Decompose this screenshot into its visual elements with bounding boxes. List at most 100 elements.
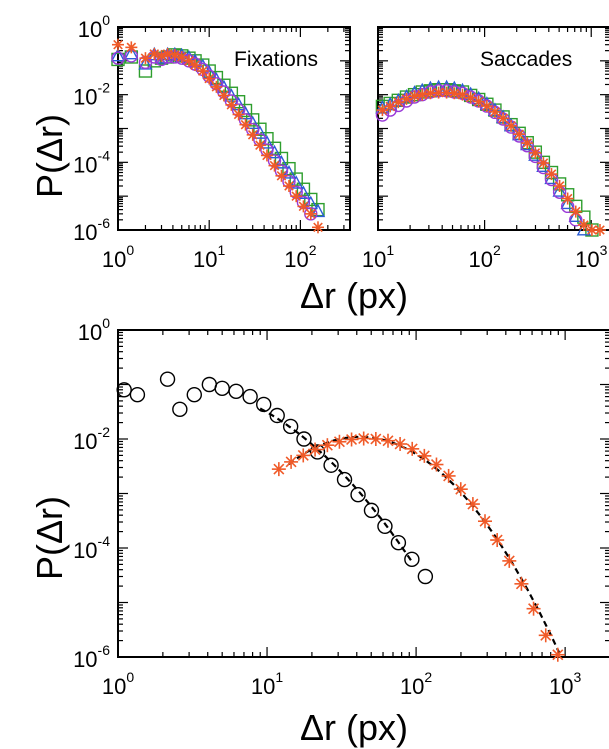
star-stroke [298, 201, 309, 212]
star-marker [514, 576, 529, 591]
star-stroke [538, 158, 549, 168]
star-marker [356, 431, 371, 446]
star-stroke [269, 160, 280, 171]
star-stroke [552, 649, 564, 661]
star-marker [538, 628, 553, 643]
star-stroke [156, 51, 167, 61]
circle-marker [309, 444, 326, 460]
star-stroke [382, 435, 394, 447]
y-tick-label: 100 [78, 12, 110, 42]
circle-marker [111, 51, 125, 65]
triangle-marker [552, 183, 567, 197]
star-marker [553, 179, 566, 192]
combined-panel: 100 101 102 103 100 10-2 10-4 10-6 [73, 315, 609, 699]
star-stroke [490, 107, 500, 117]
star-stroke [455, 483, 467, 495]
x-tick-label: 103 [575, 242, 607, 272]
star-marker [368, 432, 383, 446]
circle-marker [363, 502, 380, 519]
circle-marker [116, 382, 132, 398]
star-marker [290, 190, 303, 203]
square-marker [282, 161, 296, 176]
star-stroke [285, 456, 297, 468]
star-stroke [346, 433, 358, 445]
star-stroke [204, 73, 215, 84]
triangle-marker [528, 147, 543, 161]
star-stroke [197, 66, 208, 76]
star-stroke [126, 42, 137, 53]
star-stroke [297, 449, 309, 461]
star-stroke [233, 109, 244, 120]
star-marker [282, 179, 295, 192]
star-marker [393, 436, 408, 451]
star-series [376, 86, 606, 236]
circle-marker [377, 518, 393, 535]
circle-marker [256, 396, 272, 413]
star-marker [490, 533, 505, 548]
saccades-data-points [375, 79, 606, 237]
fit-line [259, 407, 414, 564]
star-stroke [385, 101, 395, 112]
circle-marker [323, 457, 339, 473]
star-marker [408, 90, 421, 103]
open-circle-series [116, 371, 434, 585]
star-stroke [170, 50, 180, 60]
star-stroke [305, 209, 316, 219]
star-marker [232, 108, 245, 121]
star-stroke [425, 88, 436, 99]
star-stroke [433, 87, 444, 98]
x-tick-label: 101 [251, 669, 283, 699]
star-marker [585, 224, 598, 236]
star-stroke [309, 444, 321, 456]
star-marker [497, 112, 510, 125]
star-marker [453, 482, 468, 497]
star-marker [308, 442, 323, 457]
star-stroke [506, 121, 516, 131]
triangle-marker [252, 125, 268, 139]
star-marker [239, 118, 252, 131]
star-stroke [498, 113, 508, 124]
star-marker [405, 441, 420, 456]
star-stroke [394, 438, 406, 450]
x-tick-label: 101 [193, 242, 225, 272]
star-stroke [377, 105, 388, 115]
star-stroke [562, 193, 573, 204]
triangle-marker [245, 115, 260, 130]
y-tick-label: 10-4 [73, 533, 110, 563]
star-marker [246, 128, 259, 141]
star-stroke [515, 578, 527, 590]
star-marker [448, 87, 461, 100]
star-marker [569, 205, 582, 218]
combined-data-points [116, 371, 565, 662]
star-marker [225, 98, 238, 111]
star-marker [480, 100, 493, 113]
star-stroke [449, 88, 460, 99]
star-stroke [190, 60, 200, 70]
star-stroke [570, 206, 581, 217]
triangle-marker [110, 47, 126, 62]
star-stroke [276, 170, 287, 181]
star-marker [384, 100, 397, 113]
square-marker [246, 113, 260, 127]
star-stroke [465, 92, 476, 103]
star-stroke [546, 169, 557, 179]
circle-marker [129, 386, 146, 403]
star-stroke [473, 96, 484, 107]
x-tick-label: 101 [362, 242, 394, 272]
star-marker [253, 139, 266, 152]
star-marker [537, 157, 550, 170]
star-stroke [333, 436, 345, 448]
star-stroke [482, 101, 492, 111]
top-x-axis-title: Δr (px) [300, 275, 408, 316]
star-marker [182, 54, 195, 67]
star-stroke [313, 222, 323, 233]
y-tick-label: 10-6 [73, 215, 110, 245]
saccades-ticks: 101 102 103 [362, 26, 609, 272]
y-tick-label: 10-2 [73, 424, 110, 454]
star-marker [472, 95, 485, 108]
star-marker [465, 497, 480, 512]
star-stroke [595, 225, 605, 235]
star-series [112, 38, 324, 234]
star-stroke [358, 433, 370, 445]
star-stroke [554, 181, 565, 191]
